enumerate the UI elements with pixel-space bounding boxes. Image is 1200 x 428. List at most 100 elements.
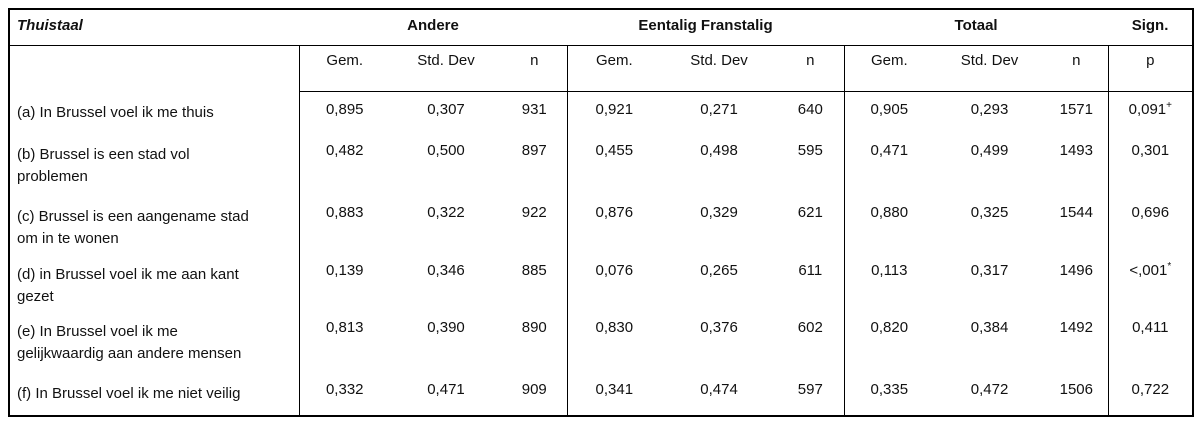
n-cell: 885 bbox=[521, 262, 547, 279]
row-label: (f) In Brussel voel ik me niet veilig bbox=[17, 385, 241, 402]
std-dev-cell: 0,472 bbox=[970, 381, 1009, 398]
row-label: (c) Brussel is een aangename stad om in … bbox=[17, 208, 249, 247]
n-cell: 602 bbox=[797, 319, 823, 336]
subheader-eentalig-n: n bbox=[777, 45, 845, 92]
group-header-totaal: Totaal bbox=[844, 9, 1109, 46]
sig-value: <,001 bbox=[1129, 262, 1168, 279]
sig-cell: 0,411 bbox=[1107, 310, 1194, 372]
std-dev-cell: 0,329 bbox=[700, 204, 738, 221]
n-cell: 1492 bbox=[1059, 319, 1093, 336]
std-dev-cell: 0,498 bbox=[700, 142, 738, 159]
table-row: (f) In Brussel voel ik me niet veilig 0,… bbox=[9, 372, 1194, 416]
std-dev-cell: 0,390 bbox=[427, 319, 465, 336]
std-dev-cell: 0,322 bbox=[427, 204, 465, 221]
std-dev-cell: 0,317 bbox=[970, 262, 1009, 279]
sig-marker: + bbox=[1166, 99, 1172, 111]
subheader-andere-gem: Gem. bbox=[298, 45, 390, 92]
n-cell: 595 bbox=[797, 142, 823, 159]
sig-value: 0,301 bbox=[1131, 142, 1170, 159]
table-row: (a) In Brussel voel ik me thuis 0,895 0,… bbox=[9, 91, 1194, 133]
sig-cell: 0,301 bbox=[1107, 133, 1194, 195]
n-cell: 931 bbox=[521, 100, 547, 118]
statistics-table: Thuistaal Andere Eentalig Franstalig Tot… bbox=[8, 8, 1195, 417]
table-row: (b) Brussel is een stad vol problemen 0,… bbox=[9, 133, 1194, 195]
subheader-andere-n: n bbox=[502, 45, 568, 92]
row-label: (a) In Brussel voel ik me thuis bbox=[17, 104, 214, 121]
group-header-sign: Sign. bbox=[1108, 9, 1194, 46]
gem-cell: 0,482 bbox=[298, 133, 390, 195]
std-dev-cell: 0,265 bbox=[700, 262, 738, 279]
table-row: (d) in Brussel voel ik me aan kant gezet… bbox=[9, 253, 1194, 310]
subheader-andere-std: Std. Dev bbox=[390, 45, 502, 92]
gem-cell: 0,332 bbox=[298, 372, 390, 416]
sig-value: 0,411 bbox=[1132, 319, 1169, 336]
n-cell: 1496 bbox=[1059, 262, 1093, 279]
n-cell: 1506 bbox=[1059, 381, 1093, 398]
std-dev-cell: 0,307 bbox=[427, 100, 465, 118]
row-label: (b) Brussel is een stad vol problemen bbox=[17, 146, 190, 185]
n-cell: 890 bbox=[521, 319, 547, 336]
std-dev-cell: 0,271 bbox=[700, 100, 738, 118]
n-cell: 1493 bbox=[1059, 142, 1093, 159]
subheader-row: Gem. Std. Dev n Gem. Std. Dev n Gem. Std… bbox=[9, 45, 1194, 92]
std-dev-cell: 0,293 bbox=[970, 100, 1009, 118]
sig-marker: * bbox=[1167, 261, 1172, 272]
std-dev-cell: 0,500 bbox=[427, 142, 465, 159]
gem-cell: 0,876 bbox=[566, 195, 662, 253]
gem-cell: 0,455 bbox=[566, 133, 662, 195]
n-cell: 1571 bbox=[1059, 100, 1093, 118]
gem-cell: 0,880 bbox=[843, 195, 935, 253]
sig-cell: 0,722 bbox=[1107, 372, 1194, 416]
sig-value: 0,722 bbox=[1131, 381, 1170, 398]
sig-value: 0,091 bbox=[1128, 100, 1167, 118]
sig-cell: 0,696 bbox=[1107, 195, 1194, 253]
sig-cell: <,001* bbox=[1107, 253, 1194, 310]
gem-cell: 0,076 bbox=[566, 253, 662, 310]
row-label: (d) in Brussel voel ik me aan kant gezet bbox=[17, 266, 239, 305]
subheader-eentalig-std: Std. Dev bbox=[661, 45, 778, 92]
n-cell: 611 bbox=[798, 262, 823, 279]
std-dev-cell: 0,499 bbox=[970, 142, 1009, 159]
gem-cell: 0,813 bbox=[298, 310, 390, 372]
std-dev-cell: 0,325 bbox=[970, 204, 1009, 221]
gem-cell: 0,895 bbox=[298, 91, 390, 133]
std-dev-cell: 0,474 bbox=[700, 381, 738, 398]
group-header-row: Thuistaal Andere Eentalig Franstalig Tot… bbox=[9, 9, 1194, 46]
row-label: (e) In Brussel voel ik me gelijkwaardig … bbox=[17, 323, 242, 362]
subheader-totaal-n: n bbox=[1045, 45, 1109, 92]
gem-cell: 0,139 bbox=[298, 253, 390, 310]
std-dev-cell: 0,376 bbox=[700, 319, 738, 336]
subheader-eentalig-gem: Gem. bbox=[566, 45, 662, 92]
gem-cell: 0,905 bbox=[843, 91, 935, 133]
table-row: (e) In Brussel voel ik me gelijkwaardig … bbox=[9, 310, 1194, 372]
n-cell: 597 bbox=[797, 381, 823, 398]
gem-cell: 0,113 bbox=[843, 253, 935, 310]
gem-cell: 0,921 bbox=[566, 91, 662, 133]
gem-cell: 0,471 bbox=[843, 133, 935, 195]
group-header-andere: Andere bbox=[299, 9, 568, 46]
gem-cell: 0,341 bbox=[566, 372, 662, 416]
table-title: Thuistaal bbox=[9, 9, 299, 46]
n-cell: 621 bbox=[797, 204, 823, 221]
std-dev-cell: 0,471 bbox=[427, 381, 465, 398]
gem-cell: 0,820 bbox=[843, 310, 935, 372]
sig-value: 0,696 bbox=[1131, 204, 1170, 221]
subheader-empty bbox=[9, 45, 299, 91]
table-row: (c) Brussel is een aangename stad om in … bbox=[9, 195, 1194, 253]
std-dev-cell: 0,384 bbox=[970, 319, 1009, 336]
subheader-totaal-std: Std. Dev bbox=[934, 45, 1046, 92]
subheader-totaal-gem: Gem. bbox=[843, 45, 935, 92]
sig-cell: 0,091+ bbox=[1107, 91, 1194, 133]
n-cell: 922 bbox=[521, 204, 547, 221]
gem-cell: 0,830 bbox=[566, 310, 662, 372]
n-cell: 640 bbox=[797, 100, 823, 118]
group-header-eentalig-franstalig: Eentalig Franstalig bbox=[567, 9, 845, 46]
n-cell: 1544 bbox=[1059, 204, 1093, 221]
gem-cell: 0,883 bbox=[298, 195, 390, 253]
n-cell: 909 bbox=[521, 381, 547, 398]
n-cell: 897 bbox=[521, 142, 547, 159]
gem-cell: 0,335 bbox=[843, 372, 935, 416]
std-dev-cell: 0,346 bbox=[427, 262, 465, 279]
subheader-p: p bbox=[1107, 45, 1194, 92]
